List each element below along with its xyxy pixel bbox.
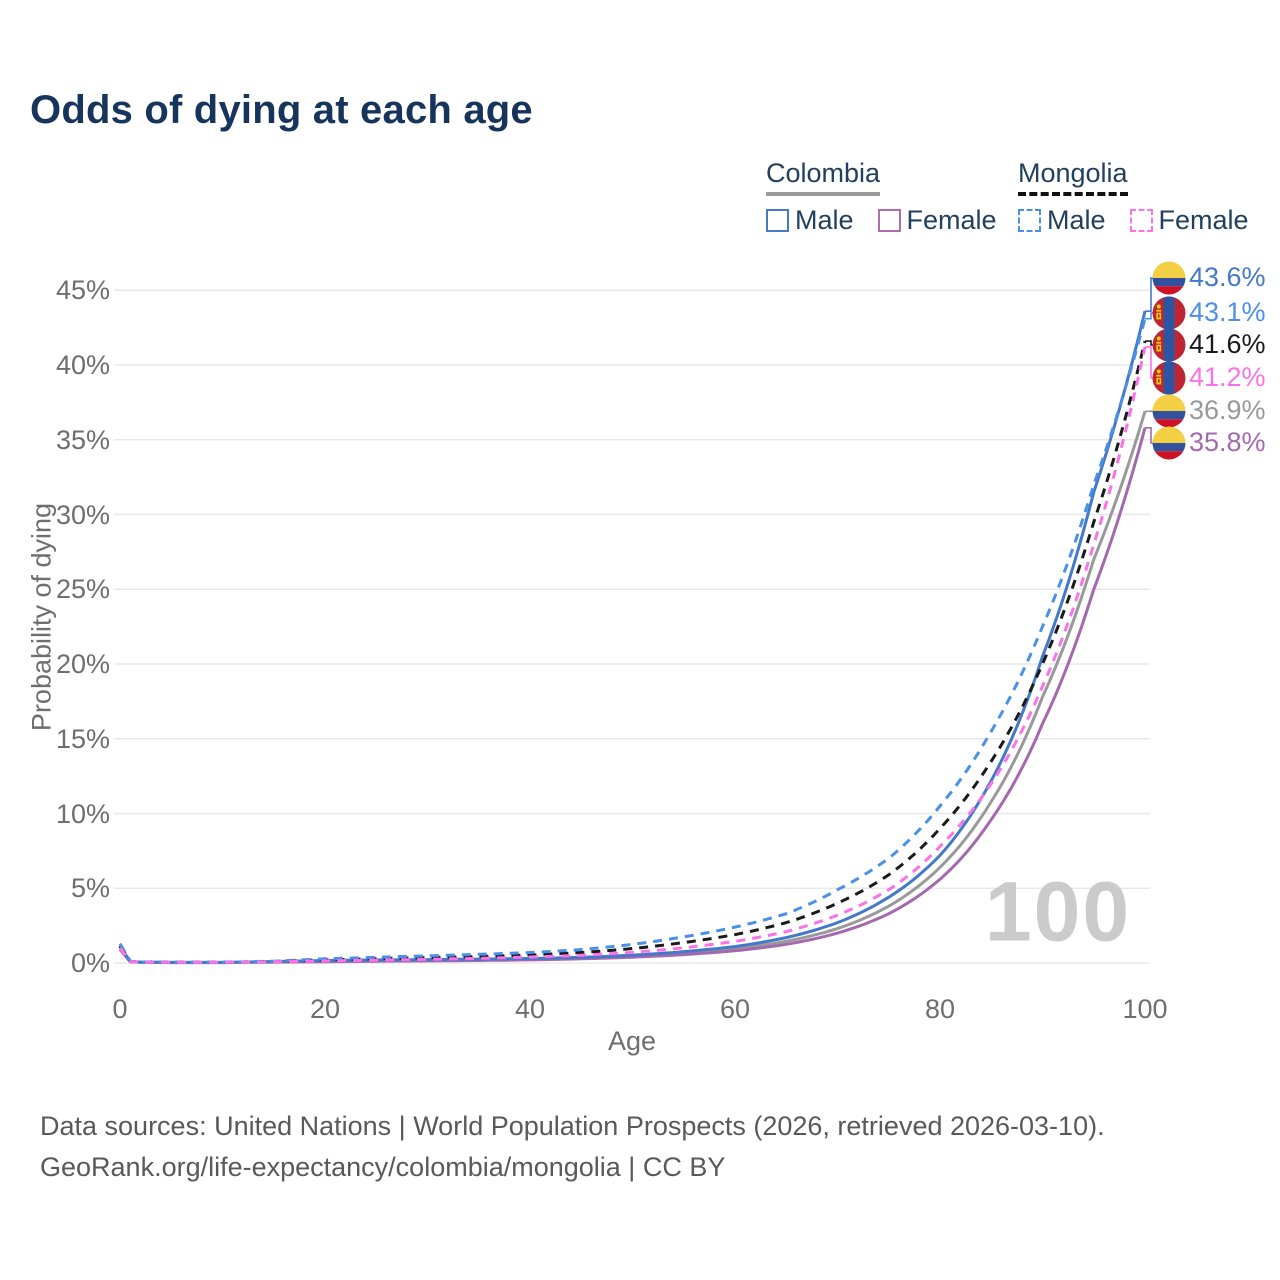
colombia-flag-icon bbox=[1152, 394, 1186, 428]
legend-row-mongolia: Male Female bbox=[1018, 205, 1263, 236]
colombia-male-swatch-icon[interactable] bbox=[766, 209, 789, 232]
end-label-mongolia-male: 43.1% bbox=[1189, 297, 1266, 327]
y-tick-25%: 25% bbox=[55, 574, 110, 605]
colombia-female-swatch-icon[interactable] bbox=[877, 209, 901, 232]
series-line-mongolia-female[interactable] bbox=[118, 346, 1147, 964]
mongolia-flag-icon bbox=[1152, 361, 1186, 395]
hover-age-watermark: 100 bbox=[984, 864, 1132, 959]
legend-group-mongolia: Mongolia Male Female bbox=[1018, 158, 1263, 236]
legend-label-mongolia-male[interactable]: Male bbox=[1047, 205, 1106, 235]
legend-item-mongolia-male[interactable]: Male bbox=[1018, 205, 1106, 236]
y-tick-30%: 30% bbox=[55, 499, 110, 530]
end-label-colombia-male: 43.6% bbox=[1189, 262, 1266, 292]
legend-group-colombia: Colombia Male Female bbox=[766, 158, 1011, 236]
x-axis-title: Age bbox=[607, 1026, 657, 1056]
end-label-mongolia-total: 41.6% bbox=[1189, 329, 1266, 359]
x-tick-0: 0 bbox=[112, 994, 128, 1024]
y-tick-45%: 45% bbox=[55, 275, 110, 306]
y-tick-10%: 10% bbox=[55, 798, 110, 829]
y-tick-20%: 20% bbox=[55, 649, 110, 679]
end-label-colombia-total: 36.9% bbox=[1189, 395, 1266, 425]
legend-label-mongolia-female[interactable]: Female bbox=[1158, 205, 1249, 235]
legend-item-mongolia-female[interactable]: Female bbox=[1129, 205, 1249, 236]
series-line-mongolia-both-sexes[interactable] bbox=[118, 340, 1147, 964]
legend-label-colombia-female[interactable]: Female bbox=[906, 205, 997, 235]
x-tick-60: 60 bbox=[719, 994, 751, 1024]
mongolia-male-swatch-icon[interactable] bbox=[1018, 209, 1041, 232]
legend-item-colombia-male[interactable]: Male bbox=[766, 205, 854, 236]
y-tick-40%: 40% bbox=[55, 350, 110, 380]
legend-header-mongolia[interactable]: Mongolia bbox=[1018, 158, 1128, 196]
x-tick-40: 40 bbox=[514, 994, 546, 1024]
x-tick-100: 100 bbox=[1122, 994, 1168, 1024]
y-tick-15%: 15% bbox=[55, 723, 110, 754]
legend-item-colombia-female[interactable]: Female bbox=[877, 205, 997, 236]
series-line-mongolia-male[interactable] bbox=[118, 318, 1147, 964]
footer-line-sources: Data sources: United Nations | World Pop… bbox=[40, 1111, 1105, 1141]
mongolia-flag-icon bbox=[1152, 328, 1186, 362]
y-tick-0%: 0% bbox=[70, 948, 110, 978]
colombia-flag-icon bbox=[1152, 261, 1186, 295]
x-tick-20: 20 bbox=[309, 994, 341, 1024]
mongolia-female-swatch-icon[interactable] bbox=[1129, 209, 1153, 232]
end-label-colombia-female: 35.8% bbox=[1189, 427, 1266, 457]
legend-row-colombia: Male Female bbox=[766, 205, 1011, 236]
colombia-flag-icon bbox=[1152, 426, 1186, 460]
x-tick-80: 80 bbox=[924, 994, 956, 1024]
data-sources-footer: Data sources: United Nations | World Pop… bbox=[40, 1106, 1105, 1188]
footer-line-attribution: GeoRank.org/life-expectancy/colombia/mon… bbox=[40, 1152, 726, 1182]
page-title: Odds of dying at each age bbox=[30, 88, 533, 132]
y-tick-5%: 5% bbox=[70, 873, 110, 904]
legend-label-colombia-male[interactable]: Male bbox=[795, 205, 854, 235]
legend-header-colombia[interactable]: Colombia bbox=[766, 158, 881, 196]
mongolia-flag-icon bbox=[1152, 296, 1186, 330]
y-tick-35%: 35% bbox=[55, 424, 110, 455]
y-axis-title: Probability of dying bbox=[26, 502, 57, 732]
end-label-mongolia-female: 41.2% bbox=[1189, 362, 1266, 392]
